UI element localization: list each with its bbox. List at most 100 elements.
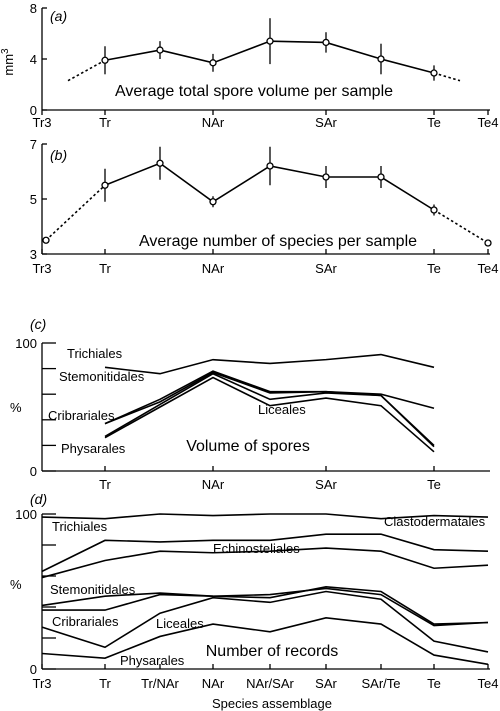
panel-d-x-tick-label: Tr [99,676,111,691]
panel-a-x-tick-label: Tr [99,115,111,130]
panel-a-label: (a) [50,8,67,24]
panel-d-x-tick-label: Tr3 [32,676,51,691]
panel-a-ylabel-exp: 3 [0,48,11,54]
panel-a-extrapolation-right [433,72,461,82]
panel-d-series-trichiales [41,533,489,573]
panel-b-label: (b) [50,147,67,163]
panel-a-y-tick-label: 0 [30,103,37,118]
panel-a-ylabel: mm3 [0,48,16,76]
panel-b-x-tick-label: SAr [315,261,337,276]
panel-d-series-cribrariales [41,590,489,653]
panel-b-data-point [209,198,217,206]
panel-a-data-point [101,56,109,64]
panel-d-clastodermatales-label: Clastodermatales [384,514,486,529]
panel-a-x-tick-label: SAr [315,115,337,130]
panel-b-data-point [266,162,274,170]
panel-b-extrapolation-left [45,184,106,241]
panel-d-x-tick-label: Te [427,676,441,691]
panel-a: (a) mm3 Average total spore volume per s… [0,1,498,130]
panel-d-physarales-label: Physarales [120,653,185,668]
panel-a-data-point [156,46,164,54]
panel-d-series-clastodermatales [41,513,489,520]
panel-a-x-tick-label: Te [427,115,441,130]
panel-c-stemonitidales-label: Stemonitidales [59,369,145,384]
panel-a-data-point [266,37,274,45]
panel-d-axes: 0 100 Tr3 Tr Tr/NAr NAr NAr/SAr SAr SAr/Te Te Te4 [15,507,498,691]
panel-b-endpoint-te4 [484,239,492,247]
panel-b-x-tick-label: Tr [99,261,111,276]
panel-a-x-tick-label: NAr [202,115,225,130]
panel-a-ylabel-base: mm [1,54,16,76]
panel-a-data-point [430,69,438,77]
panel-b-extrapolation-right [433,209,489,244]
panel-c-x-tick-label: SAr [315,477,337,492]
panel-b-axes: 3 5 7 Tr3 Tr NAr SAr Te Te4 [30,137,499,276]
panel-c-series-physarales [104,376,435,453]
panel-a-x-tick-label: Tr3 [32,115,51,130]
panel-a-title: Average total spore volume per sample [115,83,393,100]
panel-b-x-tick-label: Tr3 [32,261,51,276]
panel-b-y-tick-label: 5 [30,192,37,207]
panel-d: (d) % Number of records 0 100 Tr3 Tr Tr/NAr N… [10,491,498,711]
panel-c-y-tick-label: 0 [30,464,37,479]
panel-d-liceales-label: Liceales [156,616,204,631]
panel-d-trichiales-label: Trichiales [52,519,108,534]
panel-b-x-tick-label: Te4 [478,261,499,276]
panel-d-x-tick-label: SAr/Te [361,676,400,691]
panel-c-liceales-label: Liceales [258,402,306,417]
panel-d-x-tick-label: SAr [315,676,337,691]
panel-d-xlabel: Species assemblage [212,696,332,711]
panel-d-series-stemonitidales [41,586,489,625]
panel-a-data-point [322,38,330,47]
panel-a-axes: 0 4 8 Tr3 Tr NAr SAr Te Te4 [30,1,499,130]
panel-d-stemonitidales-label: Stemonitidales [50,582,136,597]
panel-d-x-tick-label: Te4 [478,676,499,691]
panel-d-label: (d) [30,491,47,507]
panel-c-title: Volume of spores [186,438,310,455]
panel-b-plot [42,146,492,247]
panel-c-trichiales-label: Trichiales [67,346,123,361]
panel-b-data-point [322,173,330,181]
panel-d-ylabel: % [10,577,22,592]
panel-c-physarales-label: Physarales [61,441,126,456]
panel-d-plot [41,513,489,666]
panel-c-series-stemonitidales [104,370,435,425]
panel-b-endpoint-tr3 [42,236,50,244]
panel-b-title: Average number of species per sample [139,233,417,250]
panel-d-x-tick-label: NAr/SAr [246,676,294,691]
panel-b-data-point [430,206,438,214]
panel-a-data-point [377,55,385,63]
panel-a-y-tick-label: 4 [30,52,37,67]
panel-a-extrapolation-left [67,59,106,82]
panel-c-y-tick-label: 100 [15,336,37,351]
panel-d-y-tick-label: 100 [15,507,37,522]
panel-d-series-liceales [42,587,489,627]
panel-d-x-tick-label: NAr [202,676,225,691]
panel-b: (b) Average number of species per sample… [30,137,499,276]
panel-d-x-tick-label: Tr/NAr [141,676,179,691]
panel-c-ylabel: % [10,400,22,415]
panel-c-x-tick-label: NAr [202,477,225,492]
panel-a-data-point [209,59,217,67]
panel-a-y-tick-label: 8 [30,1,37,16]
panel-d-series-echinosteliales [41,547,489,579]
panel-c-series-trichiales [104,353,435,375]
panel-c-cribrariales-label: Cribrariales [48,408,115,423]
panel-d-series-physarales [41,617,489,666]
panel-a-plot [67,18,461,82]
panel-d-y-tick-label: 0 [30,662,37,677]
panel-c-label: (c) [30,316,46,332]
panel-c-plot [104,353,435,453]
panel-b-y-tick-label: 7 [30,137,37,152]
panel-c-x-tick-label: Tr [99,477,111,492]
panel-c: (c) % Volume of spores 0 100 Tr NAr SAr Te Tr… [10,316,490,492]
panel-b-data-point [156,159,164,167]
panel-b-x-tick-label: Te [427,261,441,276]
panel-d-echinosteliales-label: Echinosteliales [213,541,300,556]
panel-b-data-point [377,173,385,181]
panel-d-cribrariales-label: Cribrariales [52,614,119,629]
panel-c-x-tick-label: Te [427,477,441,492]
panel-c-axes: 0 100 Tr NAr SAr Te [15,336,490,492]
panel-b-x-tick-label: NAr [202,261,225,276]
